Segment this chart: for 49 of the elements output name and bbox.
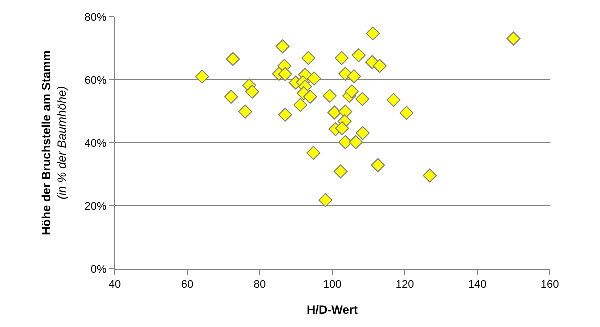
point [356,126,370,140]
x-axis-title: H/D-Wert [306,303,358,318]
point [195,70,210,84]
point [366,26,380,41]
point [245,84,260,99]
point [347,70,362,84]
x-tick-label: 80 [254,279,266,292]
y-tick-label: 40% [84,138,108,150]
point [224,90,238,104]
point [349,135,364,150]
point [303,90,318,104]
point [306,146,321,160]
y-tick-label: 0% [90,264,108,276]
point [352,48,366,62]
point [334,51,349,66]
y-tick-label: 60% [84,74,108,87]
point [338,67,353,82]
point [334,164,348,179]
x-tick-label: 40 [108,279,122,292]
point [345,84,360,99]
point [400,106,414,120]
y-axis-title: Höhe der Bruchstelle am Stamm [39,50,54,236]
point [372,59,387,74]
point [371,158,386,172]
point [238,104,252,119]
x-tick-label: 100 [323,279,342,292]
text: (in % der Baumhöhe) [55,86,70,200]
point [356,92,370,106]
point [328,106,342,120]
point [335,122,350,136]
point [386,93,401,108]
point [226,52,240,66]
point [423,168,438,183]
point [506,32,521,46]
x-tick-label: 140 [468,279,487,292]
x-tick-label: 160 [540,279,560,292]
point [338,135,353,150]
x-tick-label: 60 [181,279,194,292]
point [307,72,322,86]
point [278,108,292,122]
point [318,193,333,208]
point [294,98,308,112]
x-tick-label: 120 [396,279,414,292]
point [278,67,292,82]
point [302,51,316,66]
y-tick-label: 20% [84,200,108,213]
y-tick-label: 80% [84,12,108,24]
point [322,89,337,104]
point [276,40,290,54]
